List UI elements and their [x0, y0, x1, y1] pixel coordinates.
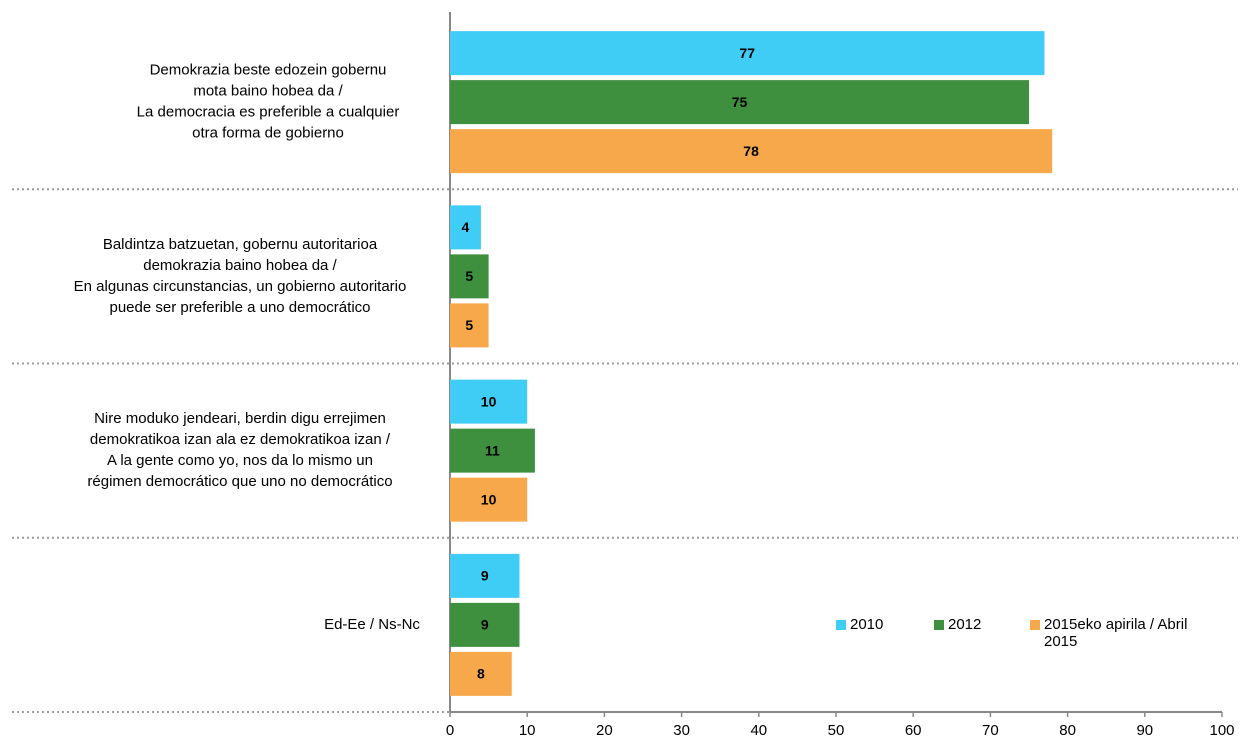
bar [450, 428, 535, 473]
bar-value-label: 78 [743, 143, 759, 159]
bar [450, 129, 1053, 174]
category-label: Baldintza batzuetan, gobernu autoritario… [103, 236, 378, 253]
bar-value-label: 4 [462, 219, 470, 235]
x-tick-label: 50 [828, 722, 845, 739]
x-tick-label: 20 [596, 722, 613, 739]
category-label: otra forma de gobierno [192, 125, 344, 142]
bar-value-label: 9 [481, 617, 489, 633]
bar [450, 651, 512, 696]
bar-value-label: 9 [481, 568, 489, 584]
category-label: régimen democrático que uno no democráti… [87, 473, 392, 490]
x-tick-label: 100 [1209, 722, 1234, 739]
legend-swatch [1030, 620, 1040, 630]
bar-value-label: 77 [739, 45, 755, 61]
bar [450, 254, 489, 299]
legend-swatch [836, 620, 846, 630]
bar-value-label: 10 [481, 393, 497, 409]
x-tick-label: 60 [905, 722, 922, 739]
category-label: Demokrazia beste edozein gobernu [150, 62, 387, 79]
x-tick-label: 30 [673, 722, 690, 739]
bar [450, 553, 520, 598]
legend-label: 2010 [850, 616, 884, 633]
x-tick-label: 10 [519, 722, 536, 739]
bar-value-label: 8 [477, 666, 485, 682]
bar [450, 205, 481, 250]
legend-item: 2012 [934, 616, 1014, 633]
x-tick-label: 40 [750, 722, 767, 739]
category-label: Nire moduko jendeari, berdin digu erreji… [94, 410, 386, 427]
legend-item: 2010 [836, 616, 916, 633]
x-tick-label: 80 [1059, 722, 1076, 739]
bar [450, 602, 520, 647]
bar-value-label: 75 [732, 94, 748, 110]
x-tick-label: 70 [982, 722, 999, 739]
category-label: puede ser preferible a uno democrático [110, 299, 371, 316]
category-label: La democracia es preferible a cualquier [137, 104, 400, 121]
bar [450, 379, 528, 424]
bar [450, 303, 489, 348]
category-label: demokratikoa izan ala ez demokratikoa iz… [90, 431, 391, 448]
legend-swatch [934, 620, 944, 630]
category-label: En algunas circunstancias, un gobierno a… [74, 278, 407, 295]
x-tick-label: 90 [1136, 722, 1153, 739]
legend-item: 2015eko apirila / Abril 2015 [1030, 616, 1190, 650]
bar-value-label: 5 [465, 317, 473, 333]
bar-value-label: 10 [481, 491, 497, 507]
category-label: demokrazia baino hobea da / [143, 257, 337, 274]
x-tick-label: 0 [446, 722, 454, 739]
bar [450, 477, 528, 522]
legend-label: 2012 [948, 616, 982, 633]
category-label: mota baino hobea da / [193, 83, 343, 100]
bar [450, 31, 1045, 76]
category-label: Ed-Ee / Ns-Nc [324, 616, 420, 633]
bar [450, 80, 1029, 125]
bar-value-label: 5 [465, 268, 473, 284]
legend-label: 2015eko apirila / Abril 2015 [1044, 616, 1188, 650]
bar-value-label: 11 [485, 442, 500, 458]
category-label: A la gente como yo, nos da lo mismo un [107, 452, 373, 469]
